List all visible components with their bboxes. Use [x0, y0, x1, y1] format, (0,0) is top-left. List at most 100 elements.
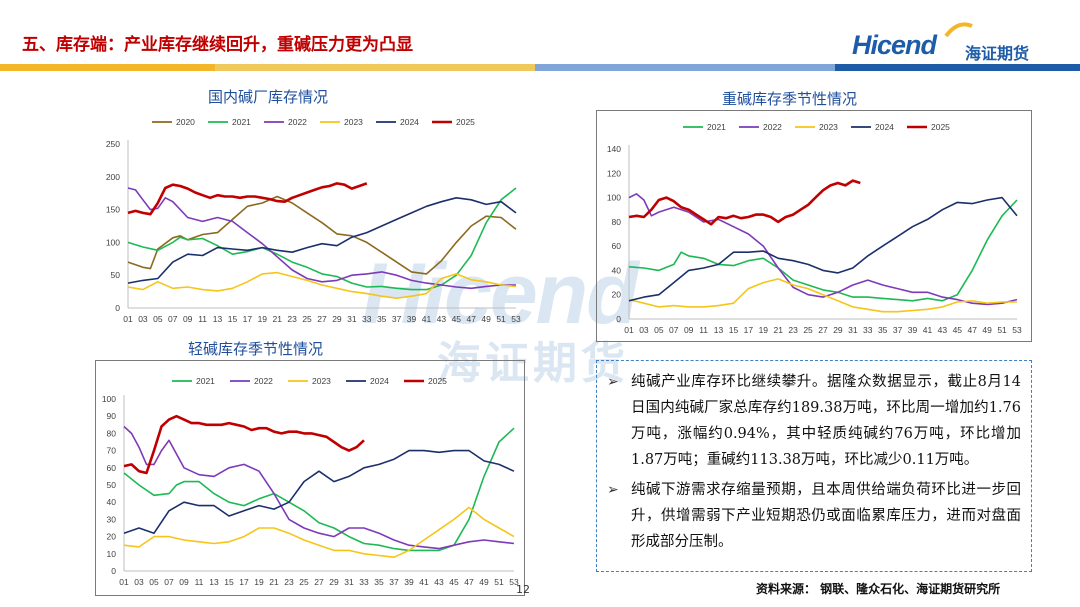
chart-light-svg: 0 10 20 30 40 50 60 70 80 90 100 01 03 05 07 09 11 13 15 17… — [102, 376, 519, 587]
series-line-2025 — [127, 182, 368, 216]
x-tick-label: 41 — [422, 314, 432, 324]
logo-text: Hicend — [852, 30, 937, 60]
series-line-2024 — [628, 196, 1018, 302]
logo-cn-text: 海证期货 — [965, 44, 1030, 63]
x-tick-label: 53 — [509, 577, 519, 587]
x-tick-label: 07 — [164, 577, 174, 587]
x-tick-label: 05 — [654, 325, 664, 335]
x-tick-label: 07 — [669, 325, 679, 335]
x-tick-label: 29 — [833, 325, 843, 335]
x-tick-label: 49 — [479, 577, 489, 587]
x-tick-label: 09 — [684, 325, 694, 335]
x-tick-label: 23 — [284, 577, 294, 587]
x-tick-label: 35 — [878, 325, 888, 335]
x-tick-label: 47 — [466, 314, 476, 324]
x-tick-label: 35 — [374, 577, 384, 587]
x-tick-label: 03 — [134, 577, 144, 587]
x-tick-label: 27 — [314, 577, 324, 587]
y-tick-label: 80 — [107, 428, 117, 438]
analysis-text-1: 纯碱产业库存环比继续攀升。据隆众数据显示，截止8月14日国内纯碱厂家总库存约18… — [631, 374, 1021, 468]
header-band-4 — [835, 64, 1080, 71]
chart-title-light: 轻碱库存季节性情况 — [188, 340, 324, 358]
x-tick-label: 19 — [759, 325, 769, 335]
x-tick-label: 29 — [329, 577, 339, 587]
x-tick-label: 49 — [982, 325, 992, 335]
x-tick-label: 11 — [198, 314, 207, 324]
header-band-3 — [535, 64, 835, 71]
x-tick-label: 45 — [449, 577, 459, 587]
x-tick-label: 49 — [481, 314, 491, 324]
page-number: 12 — [516, 583, 530, 596]
y-tick-label: 100 — [607, 193, 621, 203]
legend-label-2020: 2020 — [176, 117, 195, 127]
x-tick-label: 47 — [464, 577, 474, 587]
series-line-2020 — [127, 195, 517, 275]
x-tick-label: 15 — [729, 325, 739, 335]
x-tick-label: 17 — [744, 325, 754, 335]
x-tick-label: 39 — [908, 325, 918, 335]
series-line-2021 — [123, 427, 515, 552]
legend-label-2023: 2023 — [344, 117, 363, 127]
x-tick-label: 37 — [893, 325, 903, 335]
x-tick-label: 13 — [213, 314, 223, 324]
legend-label-2024: 2024 — [875, 122, 894, 132]
x-tick-label: 21 — [269, 577, 279, 587]
chart-heavy: 0 20 40 60 80 100 120 140 01 03 05 07 09 11 13 15 17 19 21… — [596, 110, 1032, 342]
x-tick-label: 13 — [209, 577, 219, 587]
y-tick-label: 30 — [107, 514, 117, 524]
analysis-bullet: ➢ 纯碱下游需求存缩量预期，且本周供给端负荷环比进一步回升，供增需弱下产业短期恐… — [605, 477, 1021, 555]
x-tick-label: 53 — [1012, 325, 1022, 335]
analysis-bullet: ➢ 纯碱产业库存环比继续攀升。据隆众数据显示，截止8月14日国内纯碱厂家总库存约… — [605, 369, 1021, 473]
x-tick-label: 23 — [788, 325, 798, 335]
x-tick-label: 05 — [153, 314, 163, 324]
legend-label-2022: 2022 — [288, 117, 307, 127]
y-tick-label: 70 — [107, 446, 117, 456]
x-tick-label: 33 — [863, 325, 873, 335]
legend-label-2021: 2021 — [707, 122, 726, 132]
y-tick-label: 10 — [107, 549, 117, 559]
x-tick-label: 43 — [938, 325, 948, 335]
y-tick-label: 90 — [107, 411, 117, 421]
y-tick-label: 20 — [612, 290, 622, 300]
x-tick-label: 47 — [967, 325, 977, 335]
x-tick-label: 25 — [302, 314, 312, 324]
chart-title-domestic: 国内碱厂库存情况 — [208, 88, 329, 106]
x-tick-label: 53 — [511, 314, 521, 324]
y-tick-label: 40 — [612, 265, 622, 275]
x-tick-label: 27 — [317, 314, 327, 324]
legend-label-2022: 2022 — [254, 376, 273, 386]
y-tick-label: 250 — [106, 139, 120, 149]
series-line-2023 — [127, 271, 517, 299]
legend-label-2023: 2023 — [312, 376, 331, 386]
legend-label-2021: 2021 — [196, 376, 215, 386]
legend-label-2025: 2025 — [428, 376, 447, 386]
series-line-2021 — [127, 187, 517, 291]
legend-label-2024: 2024 — [370, 376, 389, 386]
x-tick-label: 19 — [258, 314, 268, 324]
x-tick-label: 51 — [494, 577, 504, 587]
x-tick-label: 25 — [299, 577, 309, 587]
x-tick-label: 11 — [699, 325, 708, 335]
x-tick-label: 31 — [344, 577, 354, 587]
x-tick-label: 37 — [392, 314, 402, 324]
legend-label-2025: 2025 — [931, 122, 950, 132]
x-tick-label: 35 — [377, 314, 387, 324]
series-line-2021 — [628, 199, 1018, 302]
header-band-1 — [0, 64, 215, 71]
series-line-2025 — [628, 179, 861, 226]
x-tick-label: 05 — [149, 577, 159, 587]
y-tick-label: 0 — [616, 314, 621, 324]
x-tick-label: 01 — [119, 577, 129, 587]
y-tick-label: 50 — [107, 480, 117, 490]
x-tick-label: 31 — [347, 314, 357, 324]
y-tick-label: 150 — [106, 205, 120, 215]
legend-label-2024: 2024 — [400, 117, 419, 127]
analysis-text-2: 纯碱下游需求存缩量预期，且本周供给端负荷环比进一步回升，供增需弱下产业短期恐仍或… — [631, 482, 1021, 550]
x-tick-label: 45 — [953, 325, 963, 335]
series-line-2025 — [123, 414, 365, 475]
legend-label-2023: 2023 — [819, 122, 838, 132]
x-tick-label: 15 — [224, 577, 234, 587]
y-tick-label: 40 — [107, 497, 117, 507]
x-tick-label: 39 — [404, 577, 414, 587]
x-tick-label: 25 — [803, 325, 813, 335]
